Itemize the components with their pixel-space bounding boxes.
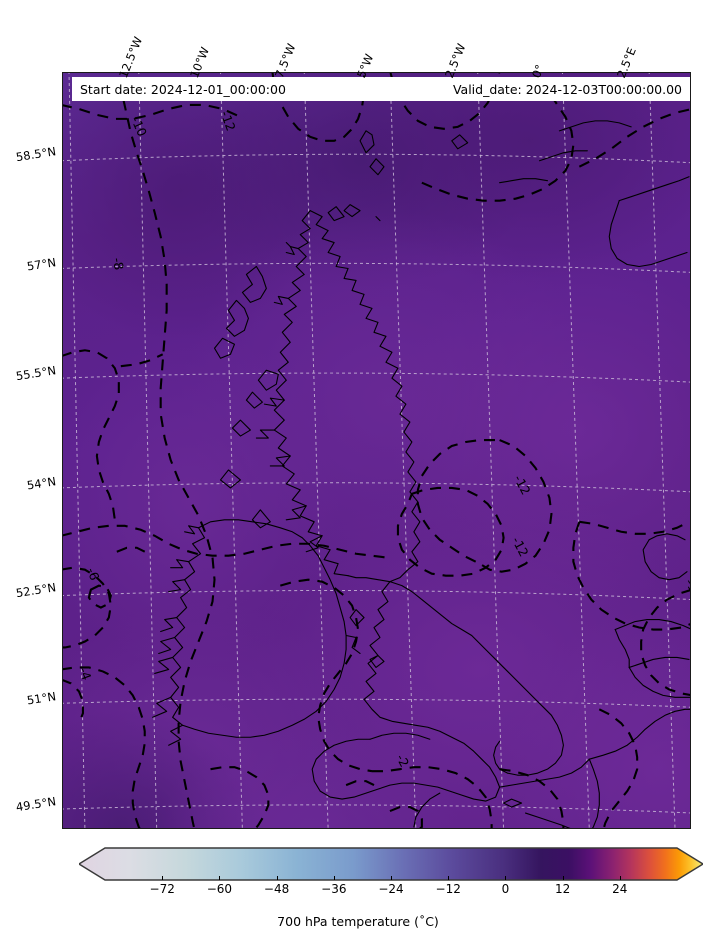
colorbar-tick-label: −36 bbox=[321, 882, 347, 896]
colorbar-tickmark bbox=[505, 876, 507, 880]
colorbar-tick-label: 0 bbox=[501, 882, 510, 896]
lat-tick-label-4: 52.5°N bbox=[14, 580, 58, 601]
start-date-label: Start date: 2024-12-01_00:00:00 bbox=[80, 81, 286, 97]
colorbar-tickmark bbox=[391, 876, 392, 880]
svg-text:-4: -4 bbox=[76, 665, 94, 682]
map-gridlines-lon bbox=[68, 73, 676, 828]
temperature-contours bbox=[63, 73, 690, 828]
svg-text:-12: -12 bbox=[682, 576, 691, 601]
colorbar-tickmark bbox=[562, 876, 564, 880]
colorbar-tick-label: 24 bbox=[612, 882, 628, 896]
lat-tick-label-1: 57°N bbox=[25, 255, 58, 274]
colorbar-axis-label: 700 hPa temperature (˚C) bbox=[277, 914, 439, 929]
colorbar-tickmark bbox=[448, 876, 450, 880]
colorbar-tickmark bbox=[219, 876, 221, 880]
temperature-field: -10 -12 -8 -12 -12 -12 -6 -4 -2 bbox=[63, 73, 691, 828]
colorbar-tick-label: 12 bbox=[554, 882, 571, 896]
valid-date-label: Valid_date: 2024-12-03T00:00:00.00 bbox=[452, 81, 682, 97]
colorbar-tick-label: −72 bbox=[149, 882, 175, 896]
colorbar-tick-label: −48 bbox=[263, 882, 290, 896]
lat-tick-label-2: 55.5°N bbox=[14, 363, 58, 384]
colorbar-tick-label: −12 bbox=[435, 882, 461, 896]
map-axes[interactable]: -10 -12 -8 -12 -12 -12 -6 -4 -2 bbox=[62, 72, 691, 829]
lat-tick-label-5: 51°N bbox=[25, 689, 58, 708]
colorbar-gradient bbox=[79, 847, 703, 881]
colorbar[interactable]: −72 −60 −48 −36 −24 −12 0 12 24 bbox=[79, 846, 703, 896]
coastlines bbox=[152, 120, 690, 828]
colorbar-tickmark bbox=[162, 876, 164, 880]
colorbar-tickmark bbox=[333, 876, 335, 880]
colorbar-tick-label: −60 bbox=[206, 882, 233, 896]
lat-tick-label-0: 58.5°N bbox=[14, 144, 58, 165]
colorbar-tickmark bbox=[276, 876, 278, 880]
svg-text:-2: -2 bbox=[393, 752, 412, 770]
title-box: Start date: 2024-12-01_00:00:00 Valid_da… bbox=[72, 77, 690, 101]
colorbar-tick-label: −24 bbox=[378, 882, 404, 896]
contour-labels: -10 -12 -8 -12 -12 -12 -6 -4 -2 bbox=[76, 109, 691, 770]
colorbar-tickmark bbox=[619, 876, 621, 880]
lat-tick-label-6: 49.5°N bbox=[14, 794, 58, 815]
svg-text:-12: -12 bbox=[218, 109, 239, 133]
svg-text:-8: -8 bbox=[110, 256, 127, 271]
lat-tick-label-3: 54°N bbox=[25, 474, 58, 493]
svg-text:-6: -6 bbox=[84, 566, 102, 583]
